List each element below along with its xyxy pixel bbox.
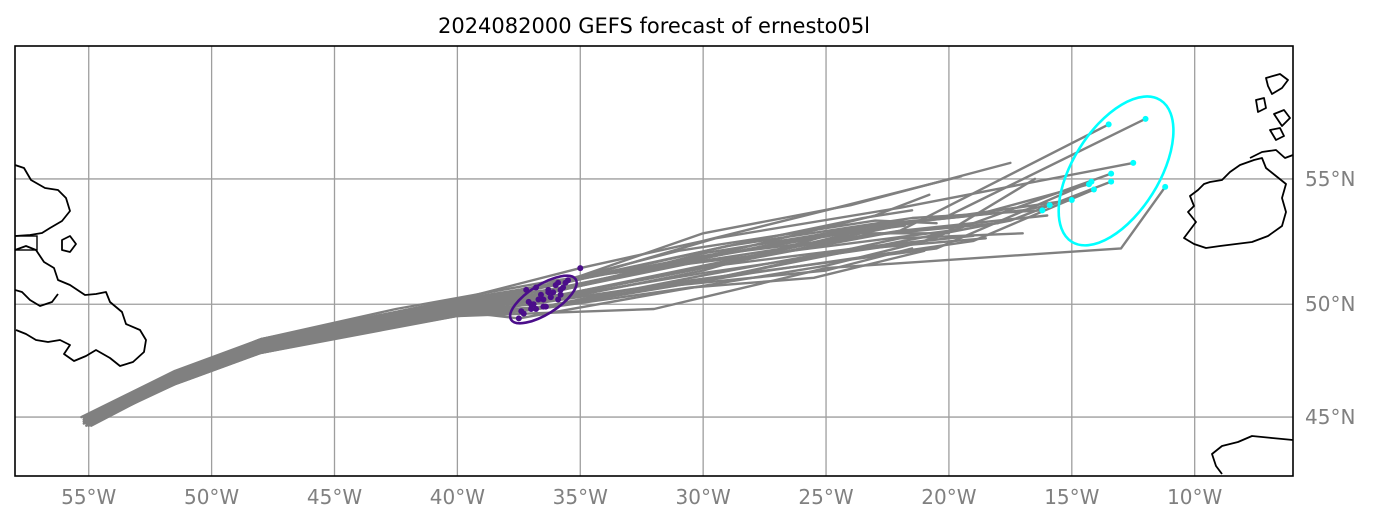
- lon-tick-label: 25°W: [798, 485, 853, 509]
- lon-tick-label: 20°W: [921, 485, 976, 509]
- mid-forecast-point: [540, 296, 547, 303]
- ensemble-track: [82, 209, 914, 419]
- coastline-labrador: [15, 164, 71, 237]
- lat-tick-label: 55°N: [1305, 167, 1355, 191]
- mid-forecast-point: [555, 296, 562, 303]
- coastline-newfoundland: [15, 245, 147, 367]
- end-forecast-point: [1142, 115, 1149, 122]
- map-plot-area: [15, 46, 1293, 476]
- lat-tick-label: 45°N: [1305, 405, 1355, 429]
- lat-tick-label: 50°N: [1305, 292, 1355, 316]
- ensemble-track: [80, 175, 963, 419]
- mid-forecast-point: [515, 315, 522, 322]
- map-frame: [14, 45, 1294, 477]
- end-ellipse-outline: [1057, 95, 1175, 247]
- end-forecast-point: [1039, 207, 1046, 214]
- end-forecast-point: [1105, 121, 1112, 128]
- coastline-iberia: [1211, 435, 1293, 475]
- mid-forecast-point: [537, 291, 544, 298]
- end-forecast-point: [1108, 178, 1115, 185]
- mid-forecast-point: [560, 284, 567, 291]
- mid-forecast-point: [577, 265, 584, 272]
- ensemble-track: [87, 232, 882, 421]
- lon-tick-label: 35°W: [553, 485, 608, 509]
- ensemble-track: [85, 249, 926, 427]
- mid-forecast-point: [533, 305, 540, 312]
- mid-forecast-point: [523, 286, 530, 293]
- mid-forecast-point: [562, 279, 569, 286]
- coastline-nfld-island: [61, 235, 77, 253]
- mid-forecast-point: [525, 298, 532, 305]
- lon-tick-label: 40°W: [430, 485, 485, 509]
- mid-forecast-point: [530, 301, 537, 308]
- ensemble-track: [89, 247, 914, 427]
- end-forecast-point: [1068, 196, 1075, 203]
- end-forecast-ellipse: [1057, 95, 1175, 247]
- mid-forecast-point: [528, 305, 535, 312]
- coastline-ireland: [1183, 157, 1287, 249]
- mid-forecast-point: [540, 303, 547, 310]
- end-forecast-point: [1130, 159, 1137, 166]
- coastline-nfld-bay: [15, 289, 59, 307]
- end-forecast-point: [1046, 202, 1053, 209]
- coastline-great-britain: [1249, 149, 1293, 159]
- gridlines: [15, 46, 1293, 476]
- chart-title: 2024082000 GEFS forecast of ernesto05l: [438, 14, 870, 38]
- mid-forecast-point: [547, 294, 554, 301]
- mid-forecast-point: [535, 296, 542, 303]
- ensemble-track: [87, 211, 1000, 423]
- lon-tick-label: 45°W: [307, 485, 362, 509]
- mid-forecast-point: [555, 279, 562, 286]
- end-forecast-point: [1108, 170, 1115, 177]
- end-forecast-points: [1039, 115, 1169, 214]
- lon-tick-label: 50°W: [184, 485, 239, 509]
- end-forecast-point: [1086, 181, 1093, 188]
- mid-forecast-point: [550, 289, 557, 296]
- latitude-tick-labels: 45°N 50°N 55°N: [1305, 167, 1355, 429]
- lon-tick-label: 10°W: [1167, 485, 1222, 509]
- end-forecast-point: [1162, 183, 1169, 190]
- lon-tick-label: 15°W: [1044, 485, 1099, 509]
- longitude-tick-labels: 55°W 50°W 45°W 40°W 35°W 30°W 25°W 20°W 15°W 10°W: [61, 485, 1222, 509]
- mid-forecast-point: [533, 284, 540, 291]
- lon-tick-label: 55°W: [61, 485, 116, 509]
- mid-forecast-point: [518, 308, 525, 315]
- mid-forecast-points: [515, 265, 584, 322]
- mid-forecast-point: [557, 291, 564, 298]
- coastlines: [15, 73, 1293, 475]
- coastline-scotland-isles: [1255, 73, 1291, 141]
- mid-forecast-point: [545, 289, 552, 296]
- lon-tick-label: 30°W: [676, 485, 731, 509]
- end-forecast-point: [1090, 186, 1097, 193]
- labrador-inset-box: [15, 235, 38, 251]
